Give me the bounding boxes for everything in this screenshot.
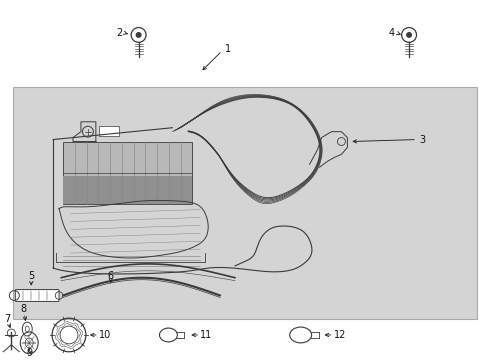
Text: 5: 5 (28, 271, 34, 281)
Circle shape (406, 32, 412, 38)
Bar (13, 87, 477, 319)
Text: 8: 8 (20, 304, 26, 314)
Text: 9: 9 (26, 348, 32, 358)
Bar (63, 176, 192, 204)
Text: 11: 11 (200, 330, 213, 340)
FancyBboxPatch shape (15, 289, 59, 301)
Text: 2: 2 (117, 28, 122, 38)
Text: 6: 6 (108, 271, 114, 281)
Text: 10: 10 (99, 330, 111, 340)
Bar (63, 141, 192, 204)
Text: 3: 3 (419, 135, 425, 145)
Text: 12: 12 (334, 330, 346, 340)
Circle shape (136, 32, 142, 38)
Bar (99, 126, 119, 136)
Text: 7: 7 (4, 314, 10, 324)
Text: 1: 1 (225, 44, 231, 54)
Text: 4: 4 (389, 28, 395, 38)
